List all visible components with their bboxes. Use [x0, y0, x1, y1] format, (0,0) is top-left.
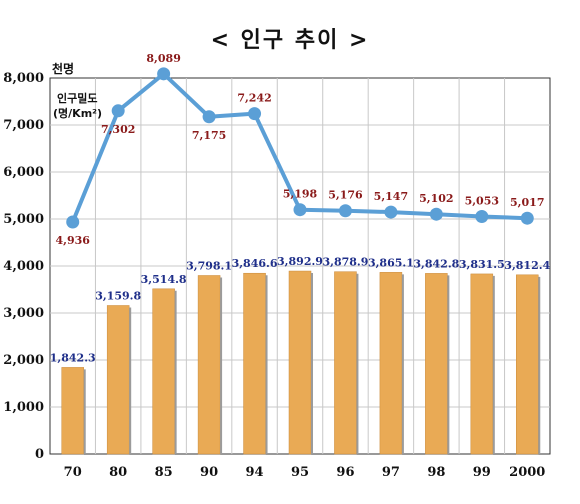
x-tick-label: 94 — [245, 465, 263, 480]
bar — [106, 305, 130, 455]
line-value-label: 5,147 — [374, 190, 408, 203]
legend-line-2: (명/Km²) — [53, 106, 102, 120]
legend-line-1: 인구밀도 — [57, 91, 97, 105]
y-tick-label: 3,000 — [3, 306, 44, 321]
line-value-label: 5,053 — [465, 195, 499, 208]
x-tick-label: 80 — [109, 465, 127, 480]
line-value-label: 7,302 — [101, 123, 135, 136]
bar-value-label: 3,798.1 — [186, 259, 232, 272]
bar-value-label: 3,892.9 — [277, 255, 323, 268]
axis-ticks: 0 1,000 2,000 3,000 4,000 5,000 6,000 7,000 8,00… — [3, 71, 545, 480]
x-tick-label: 97 — [382, 465, 400, 480]
bar-value-label: 3,159.8 — [95, 289, 141, 302]
y-tick-label: 1,000 — [3, 400, 44, 415]
bar-value-label: 3,812.4 — [504, 259, 550, 272]
chart-title: < 인구 추이 > — [210, 28, 370, 53]
bar-value-label: 3,878.9 — [322, 256, 368, 269]
bar-value-label: 3,514.8 — [141, 273, 187, 286]
line-value-label: 5,176 — [328, 189, 363, 202]
line-value-label: 5,102 — [419, 192, 453, 205]
density-point — [338, 204, 352, 218]
y-unit-label: 천명 — [52, 61, 74, 76]
density-point — [520, 211, 534, 225]
y-tick-label: 5,000 — [3, 212, 44, 227]
bar — [152, 288, 175, 455]
grid-lines — [50, 78, 550, 454]
x-tick-label: 85 — [155, 465, 173, 480]
x-tick-label: 70 — [64, 465, 82, 480]
bar — [61, 367, 84, 455]
density-point — [157, 67, 171, 81]
y-tick-label: 4,000 — [3, 259, 44, 274]
x-tick-label: 90 — [200, 465, 218, 480]
bar — [470, 273, 494, 455]
line-value-label: 5,017 — [510, 196, 544, 209]
x-tick-label: 98 — [427, 465, 445, 480]
density-line — [66, 67, 534, 229]
y-tick-label: 7,000 — [3, 118, 44, 133]
line-value-label: 7,242 — [237, 92, 271, 105]
bar-value-label: 3,842.8 — [413, 257, 459, 270]
y-tick-label: 8,000 — [3, 71, 44, 86]
bar — [379, 272, 403, 455]
bar — [243, 272, 266, 455]
y-tick-label: 2,000 — [3, 353, 44, 368]
density-point — [429, 207, 443, 221]
bar-value-label: 3,846.6 — [232, 257, 278, 270]
density-point — [384, 205, 398, 219]
density-point — [293, 203, 307, 217]
x-tick-label: 95 — [291, 465, 309, 480]
x-tick-label: 99 — [473, 465, 491, 480]
density-point — [248, 107, 262, 121]
density-point — [66, 215, 80, 229]
bar-value-label: 3,865.1 — [368, 256, 414, 269]
line-value-label: 8,089 — [146, 52, 180, 65]
bars — [61, 270, 541, 455]
data-labels: 1,842.3 3,159.83,514.83,798.1 3,846.6 3,892… — [50, 52, 551, 365]
bar — [197, 275, 221, 455]
bar — [516, 274, 539, 455]
density-point — [202, 110, 216, 124]
y-tick-label: 6,000 — [3, 165, 44, 180]
y-tick-label: 0 — [35, 447, 44, 462]
density-point — [475, 210, 489, 224]
x-tick-label: 96 — [336, 465, 354, 480]
line-value-label: 4,936 — [56, 234, 91, 247]
density-point — [111, 104, 125, 118]
bar-value-label: 1,842.3 — [50, 351, 96, 364]
bar-value-label: 3,831.5 — [459, 258, 505, 271]
bar — [288, 270, 312, 455]
bar — [334, 271, 357, 455]
line-value-label: 5,198 — [283, 188, 318, 201]
line-value-label: 7,175 — [192, 129, 226, 142]
bar — [425, 273, 448, 455]
x-tick-label: 2000 — [509, 465, 545, 480]
